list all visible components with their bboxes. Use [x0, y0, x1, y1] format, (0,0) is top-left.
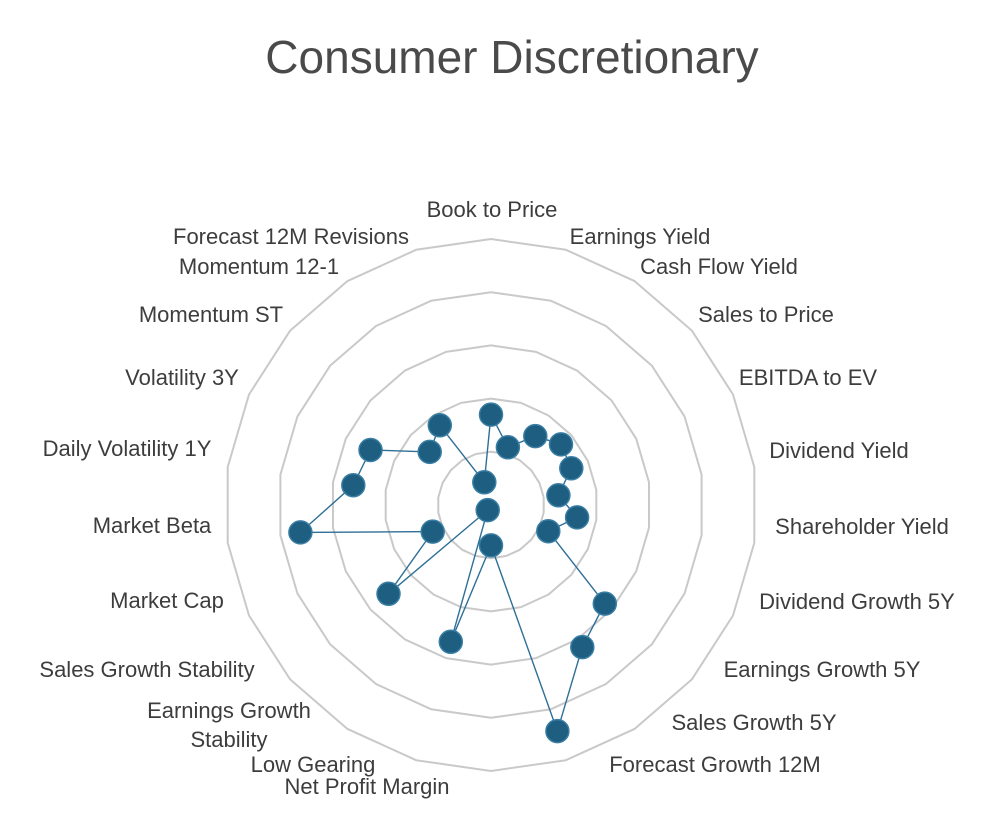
axis-label-earnings-growth-5y: Earnings Growth 5Y: [724, 657, 921, 682]
point-market-cap: [420, 519, 445, 544]
point-earnings-yield: [495, 435, 521, 460]
point-volatility-3y: [358, 437, 383, 463]
chart-title: Consumer Discretionary: [265, 31, 759, 83]
point-market-beta: [288, 520, 313, 545]
axis-label-earnings-yield: Earnings Yield: [570, 224, 711, 249]
axis-label-dividend-growth-5y: Dividend Growth 5Y: [759, 589, 955, 614]
axis-label-net-profit-margin: Net Profit Margin: [284, 774, 449, 799]
point-earnings-growth-stability: [475, 497, 500, 523]
grid-ring-3: [332, 344, 650, 666]
axis-label-low-gearing: Low Gearing: [251, 752, 376, 777]
axis-label-dividend-yield: Dividend Yield: [769, 438, 908, 463]
axis-label-earnings-growth-stability: Earnings Growth Stability: [147, 698, 311, 752]
point-earnings-growth-5y: [592, 591, 618, 616]
point-ebitda-to-ev: [559, 456, 584, 481]
axis-label-momentum-st: Momentum ST: [139, 302, 283, 327]
point-daily-volatility-1y: [341, 472, 366, 498]
grid-ring-5: [226, 238, 756, 772]
point-sales-growth-stability: [376, 581, 401, 607]
axis-label-daily-volatility-1y: Daily Volatility 1Y: [43, 436, 212, 461]
axis-label-shareholder-yield: Shareholder Yield: [775, 514, 949, 539]
point-forecast-12m-revisions: [472, 470, 497, 495]
axis-label-sales-to-price: Sales to Price: [698, 302, 834, 327]
point-low-gearing: [438, 629, 464, 655]
axis-label-sales-growth-5y: Sales Growth 5Y: [671, 710, 836, 735]
axis-label-book-to-price: Book to Price: [427, 197, 558, 222]
point-forecast-growth-12m: [545, 718, 570, 744]
point-net-profit-margin: [478, 533, 504, 558]
point-sales-growth-5y: [570, 634, 595, 660]
grid-ring-4: [279, 291, 703, 719]
axis-label-sales-growth-stability: Sales Growth Stability: [39, 657, 254, 682]
axis-label-forecast-12m-revisions: Forecast 12M Revisions: [173, 224, 409, 249]
axis-label-ebitda-to-ev: EBITDA to EV: [739, 365, 877, 390]
axis-label-market-beta: Market Beta: [93, 513, 212, 538]
grid-ring-1: [437, 450, 545, 560]
point-dividend-growth-5y: [536, 518, 561, 544]
axis-label-forecast-growth-12m: Forecast Growth 12M: [609, 752, 821, 777]
axis-label-volatility-3y: Volatility 3Y: [125, 365, 239, 390]
point-shareholder-yield: [564, 505, 590, 530]
point-dividend-yield: [546, 483, 571, 508]
point-momentum-st: [417, 439, 442, 465]
axis-label-cash-flow-yield: Cash Flow Yield: [640, 254, 798, 279]
point-cash-flow-yield: [523, 423, 548, 449]
point-sales-to-price: [548, 432, 574, 457]
axis-label-momentum-12-1: Momentum 12-1: [179, 254, 339, 279]
point-book-to-price: [478, 402, 504, 427]
grid-ring-2: [384, 397, 598, 613]
point-momentum-12-1: [427, 413, 453, 438]
axis-label-market-cap: Market Cap: [110, 588, 224, 613]
